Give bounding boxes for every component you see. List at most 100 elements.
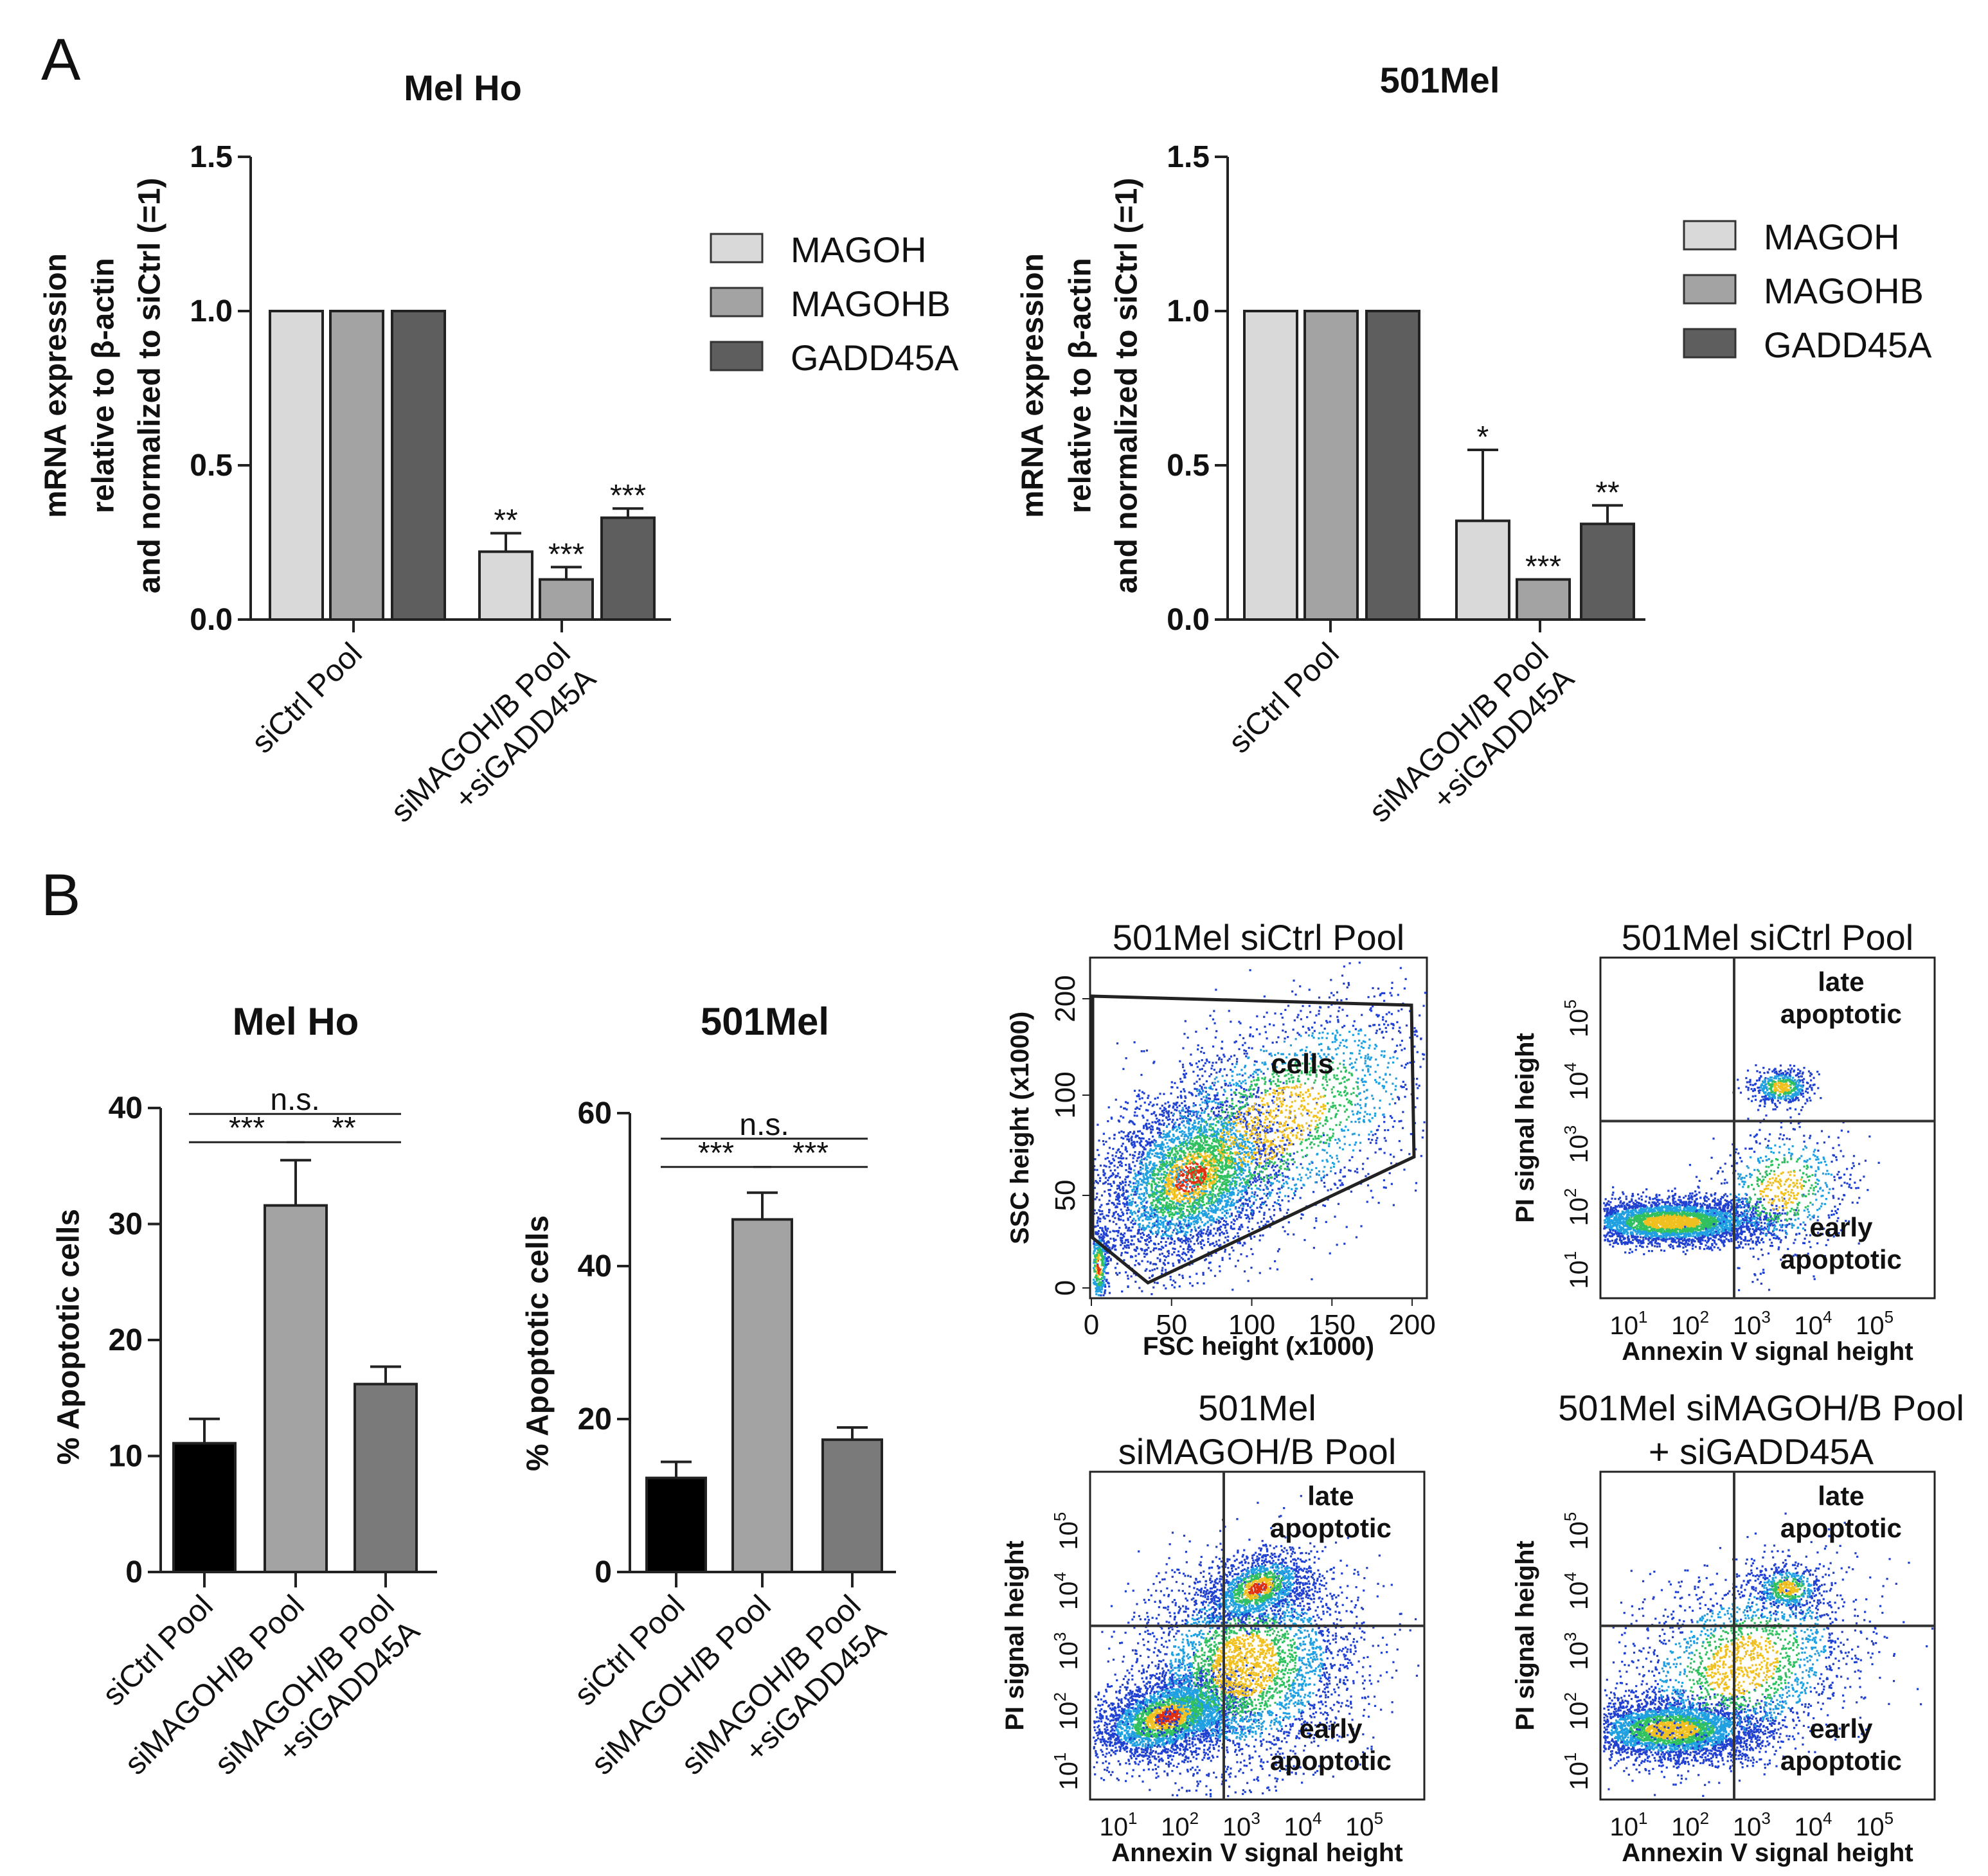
event-dot [1242,1145,1244,1147]
event-dot [1199,1104,1201,1106]
event-dot [1385,1139,1387,1141]
event-dot [1138,1219,1140,1221]
event-dot [1156,1267,1158,1269]
event-dot [1151,1181,1153,1183]
event-dot [1160,1220,1161,1222]
event-dot [1336,999,1338,1001]
event-dot [1255,1069,1257,1071]
event-dot [1168,1206,1170,1208]
event-dot [1410,1133,1412,1135]
event-dot [1226,1176,1228,1178]
event-dot [1358,1121,1360,1123]
event-dot [1422,1058,1424,1060]
event-dot [1181,1223,1183,1225]
event-dot [1243,1088,1245,1090]
event-dot [1141,1193,1143,1195]
event-dot [1141,1159,1143,1161]
event-dot [1197,1238,1199,1240]
event-dot [1208,1202,1210,1204]
event-dot [1237,1235,1239,1237]
event-dot [1352,1133,1354,1135]
event-dot [1259,1096,1261,1098]
y-tick-label: 0 [1050,1280,1081,1296]
legend-label: MAGOH [1764,217,1900,257]
event-dot [1332,1129,1334,1130]
event-dot [1369,1025,1371,1027]
event-dot [1296,1080,1298,1082]
event-dot [1139,1130,1141,1132]
event-dot [1170,1166,1172,1168]
event-dot [1208,1210,1210,1211]
event-dot [1273,1080,1275,1082]
event-dot [1206,1177,1208,1179]
event-dot [1212,1065,1213,1067]
event-dot [1212,1129,1214,1130]
event-dot [1223,1131,1225,1133]
event-dot [1133,1186,1135,1188]
event-dot [1099,1218,1101,1220]
event-dot [1256,1163,1258,1165]
event-dot [1309,1011,1311,1013]
event-dot [1190,1158,1192,1160]
event-dot [1194,1151,1195,1153]
event-dot [1337,1047,1339,1049]
event-dot [1233,1121,1235,1123]
event-dot [1221,1165,1223,1166]
event-dot [1248,1110,1250,1112]
event-dot [1225,1083,1227,1085]
event-dot [1124,1251,1126,1253]
event-dot [1213,1023,1215,1024]
event-dot [1211,1210,1213,1212]
event-dot [1176,1130,1178,1132]
event-dot [1165,1160,1167,1162]
event-dot [1213,1220,1215,1222]
event-dot [1349,1058,1351,1060]
event-dot [1320,1024,1322,1026]
event-dot [1249,1088,1251,1090]
event-dot [1404,1048,1406,1050]
event-dot [1321,1179,1323,1181]
event-dot [1164,1103,1166,1105]
event-dot [1150,1218,1152,1220]
event-dot [1311,1169,1312,1171]
event-dot [1196,1114,1198,1116]
y-axis-label: and normalized to siCtrl (=1) [133,178,167,594]
event-dot [1212,1217,1214,1219]
event-dot [1357,1033,1359,1035]
event-dot [1165,1241,1167,1243]
event-dot [1383,1087,1384,1089]
event-dot [1201,1133,1203,1135]
event-dot [1237,1147,1239,1149]
event-dot [1171,1217,1173,1219]
event-dot [1182,1064,1184,1066]
event-dot [1370,1130,1372,1132]
event-dot [1125,1247,1127,1249]
event-dot [1172,1198,1174,1200]
event-dot [1266,1204,1267,1206]
event-dot [1305,1139,1307,1141]
event-dot [1222,1208,1224,1210]
flow-plot-fsc-ssc: 501Mel siCtrl PoolFSC height (x1000)SSC … [1006,917,1436,1361]
event-dot [1156,1257,1158,1259]
event-dot [1181,1201,1183,1202]
event-dot [1284,1230,1285,1232]
event-dot [1291,1188,1293,1190]
event-dot [1264,1135,1266,1137]
event-dot [1197,1176,1199,1178]
event-dot [1187,1210,1188,1211]
event-dot [1147,1219,1149,1220]
event-dot [1230,1089,1232,1091]
event-dot [1154,1144,1156,1146]
event-dot [1223,1183,1225,1185]
event-dot [1376,1137,1378,1139]
event-dot [1203,1229,1204,1231]
event-dot [1159,1185,1161,1187]
event-dot [1161,1137,1163,1139]
event-dot [1240,1197,1242,1199]
event-dot [1169,1200,1171,1202]
event-dot [1329,1139,1331,1141]
event-dot [1135,1100,1137,1102]
event-dot [1187,1251,1189,1253]
event-dot [1253,1174,1255,1176]
event-dot [1340,1094,1342,1096]
